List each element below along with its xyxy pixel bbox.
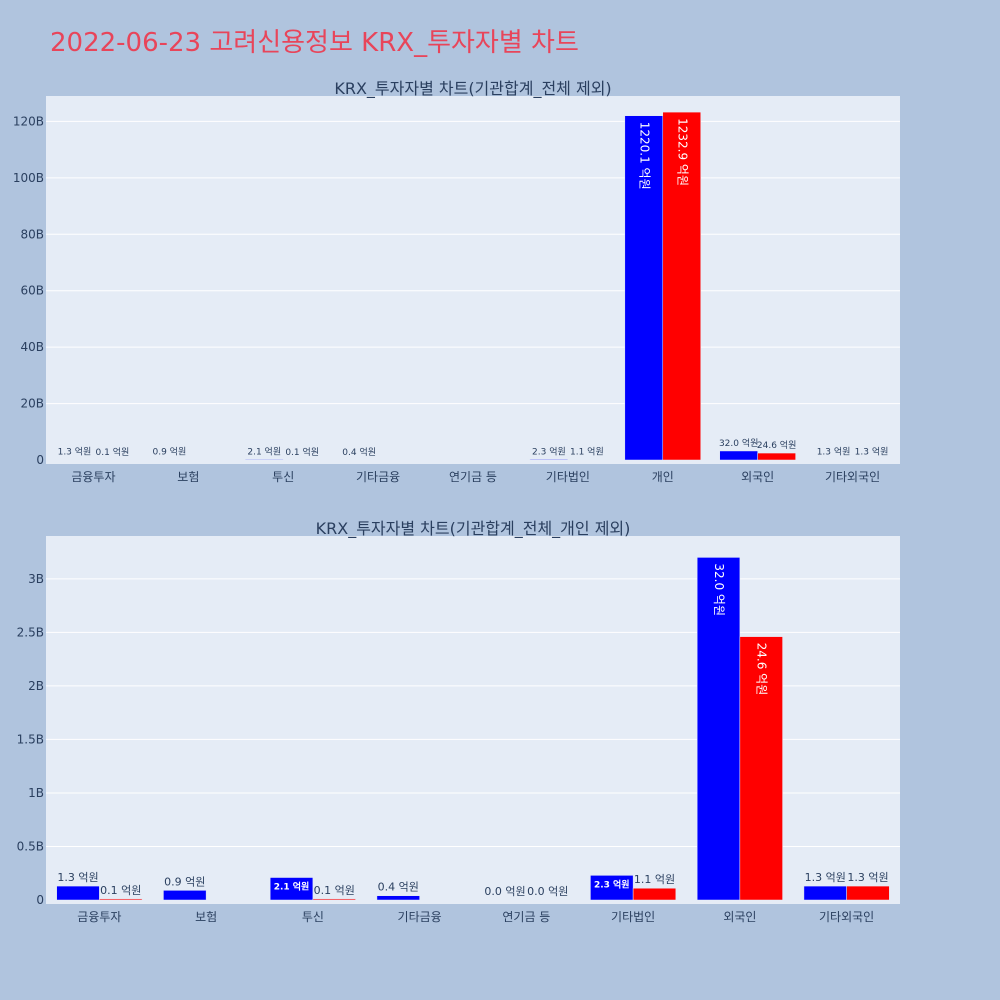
bar-label: 0.9 억원 — [164, 875, 205, 888]
y-tick-label: 0 — [36, 453, 44, 467]
y-tick-label: 3B — [28, 572, 44, 586]
bar-label: 0.4 억원 — [378, 881, 419, 894]
bar-label: 0.0 억원 — [484, 885, 525, 898]
bar-label: 0.1 억원 — [285, 446, 319, 458]
x-tick-label: 기타금융 — [356, 470, 400, 484]
bar-label: 0.9 억원 — [152, 446, 186, 458]
x-tick-label: 보험 — [195, 910, 217, 924]
bar-label: 1.1 억원 — [570, 446, 604, 458]
y-tick-label: 1.5B — [17, 732, 44, 746]
plot-area — [46, 96, 900, 464]
y-tick-label: 2B — [28, 679, 44, 693]
chart-1: 0 20B 40B 60B 80B 100B 120B KRX_투자자별 차트(기관합계_전체… — [13, 79, 900, 484]
bar-label: 32.0 억원 — [712, 563, 726, 616]
bar-label: 32.0 억원 — [719, 437, 758, 449]
buy-bar — [803, 885, 847, 901]
y-tick-label: 120B — [13, 114, 44, 128]
buy-bar — [376, 895, 420, 901]
bar-label: 1.3 억원 — [805, 871, 846, 884]
bar-label: 2.1 억원 — [247, 445, 281, 457]
bar-label: 0.1 억원 — [100, 884, 141, 897]
buy-bar — [269, 877, 314, 901]
bar-label: 1.3 억원 — [855, 446, 889, 458]
x-tick-label: 금융투자 — [71, 470, 115, 484]
x-tick-label: 외국인 — [741, 470, 774, 484]
x-tick-label: 개인 — [652, 470, 674, 484]
bar-label: 1.1 억원 — [634, 873, 675, 886]
x-tick-label: 기타법인 — [611, 910, 655, 924]
bar-label: 1.3 억원 — [817, 446, 851, 458]
chart-title: KRX_투자자별 차트(기관합계_전체 제외) — [334, 79, 611, 99]
chart-2: 0 0.5B 1B 1.5B 2B 2.5B 3B KRX_투자자별 차트(기관합계_전체_개… — [17, 519, 900, 924]
sell-bar — [846, 885, 890, 901]
y-tick-label: 0 — [36, 893, 44, 907]
bar-label: 2.1 억원 — [274, 881, 310, 893]
x-tick-label: 투신 — [272, 470, 294, 484]
y-tick-label: 20B — [20, 397, 44, 411]
x-tick-label: 기타금융 — [398, 910, 442, 924]
buy-bar — [590, 875, 634, 901]
y-tick-label: 60B — [20, 284, 44, 298]
bar-label: 1.3 억원 — [57, 871, 98, 884]
bar-label: 2.3 억원 — [532, 445, 566, 457]
bar-label: 24.6 억원 — [757, 439, 796, 451]
chart-title: KRX_투자자별 차트(기관합계_전체_개인 제외) — [316, 519, 631, 539]
buy-bar — [529, 459, 569, 461]
sell-bar — [99, 898, 143, 901]
y-tick-label: 1B — [28, 786, 44, 800]
bar-label: 1.3 억원 — [847, 871, 888, 884]
bar-label: 1220.1 억원 — [637, 122, 651, 190]
y-tick-label: 2.5B — [17, 625, 44, 639]
sell-bar — [312, 898, 356, 901]
x-tick-label: 보험 — [177, 470, 199, 484]
bar-label: 0.0 억원 — [527, 885, 568, 898]
bar-label: 0.1 억원 — [96, 446, 130, 458]
sell-bar — [739, 636, 783, 901]
bar-label: 1232.9 억원 — [675, 118, 689, 186]
x-tick-label: 연기금 등 — [449, 470, 497, 484]
buy-bar — [56, 885, 100, 901]
bar-label: 2.3 억원 — [594, 878, 630, 890]
y-tick-label: 0.5B — [17, 839, 44, 853]
y-tick-label: 100B — [13, 171, 44, 185]
y-tick-label: 40B — [20, 340, 44, 354]
buy-bar — [696, 557, 741, 901]
sell-bar — [662, 111, 701, 461]
x-tick-label: 기타외국인 — [825, 470, 880, 484]
page-title: 2022-06-23 고려신용정보 KRX_투자자별 차트 — [50, 28, 579, 58]
x-tick-label: 연기금 등 — [502, 910, 550, 924]
x-tick-label: 금융투자 — [77, 910, 121, 924]
bar-label: 1.3 억원 — [58, 446, 92, 458]
x-tick-label: 기타법인 — [546, 470, 590, 484]
x-tick-label: 투신 — [302, 910, 324, 924]
bar-label: 24.6 억원 — [755, 643, 769, 696]
x-tick-label: 외국인 — [723, 910, 756, 924]
buy-bar — [719, 450, 758, 461]
buy-bar — [245, 459, 284, 461]
y-tick-label: 80B — [20, 227, 44, 241]
bar-label: 0.1 억원 — [314, 884, 355, 897]
x-tick-label: 기타외국인 — [819, 910, 874, 924]
sell-bar — [757, 452, 796, 461]
buy-bar — [163, 890, 207, 901]
sell-bar — [632, 887, 677, 901]
bar-label: 0.4 억원 — [342, 446, 376, 458]
